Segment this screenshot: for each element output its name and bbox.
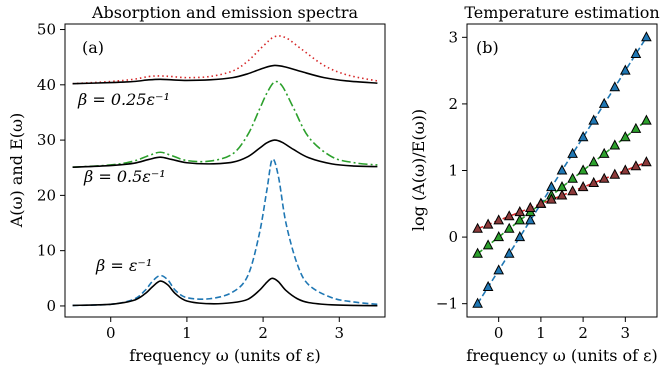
data-marker — [482, 218, 494, 229]
y-tick-label: −1 — [436, 295, 458, 313]
x-tick-label: 3 — [621, 324, 631, 342]
data-marker — [482, 239, 494, 250]
data-marker — [598, 147, 610, 158]
emission-curve — [72, 158, 378, 307]
panel-a-title: Absorption and emission spectra — [91, 3, 359, 22]
data-marker — [588, 176, 600, 187]
panel-b-xlabel: frequency ω (units of ε) — [466, 346, 657, 365]
x-tick-label: 1 — [536, 324, 546, 342]
data-marker — [493, 214, 505, 225]
panel-b-y-ticks: −1 0 1 2 3 — [436, 28, 467, 313]
data-marker — [630, 160, 642, 171]
data-marker — [472, 247, 483, 258]
data-marker — [567, 185, 578, 196]
x-tick-label: 3 — [335, 324, 345, 342]
annotation-beta-025: β = 0.25ε⁻¹ — [77, 90, 170, 109]
data-marker — [609, 168, 621, 179]
panel-b: Temperature estimation (b) 0 1 2 3 −1 0 1 2 3 f… — [409, 3, 660, 365]
data-marker — [514, 214, 526, 225]
data-marker — [524, 201, 536, 212]
panel-a-xlabel: frequency ω (units of ε) — [129, 346, 320, 365]
y-tick-label: 40 — [37, 76, 56, 94]
emission-curve — [72, 35, 378, 85]
data-marker — [514, 231, 526, 242]
data-marker — [619, 131, 631, 142]
data-marker — [493, 264, 505, 275]
panel-b-x-ticks: 0 1 2 3 — [494, 317, 630, 342]
data-marker — [503, 210, 515, 221]
data-marker — [503, 222, 515, 233]
data-marker — [641, 114, 652, 125]
data-marker — [503, 247, 515, 258]
data-marker — [641, 156, 652, 167]
data-marker — [556, 189, 568, 200]
data-marker — [567, 172, 578, 183]
data-marker — [588, 156, 600, 167]
panel-a-frame — [64, 23, 386, 318]
x-tick-label: 1 — [182, 324, 192, 342]
data-marker — [598, 97, 610, 108]
data-marker — [577, 181, 589, 192]
data-marker — [514, 206, 526, 217]
panel-a-x-ticks: 0 1 2 3 — [106, 317, 344, 342]
y-tick-label: 20 — [37, 186, 56, 204]
absorption-curve — [72, 139, 378, 168]
y-tick-label: 50 — [37, 21, 56, 39]
data-marker — [535, 197, 547, 208]
x-tick-label: 0 — [106, 324, 116, 342]
data-marker — [577, 164, 589, 175]
panel-b-title: Temperature estimation — [464, 3, 659, 22]
data-marker — [472, 222, 483, 233]
y-tick-label: 2 — [448, 95, 458, 113]
x-tick-label: 2 — [258, 324, 268, 342]
panel-a: Absorption and emission spectra (a) 0 1 2 3… — [7, 3, 386, 365]
annotation-beta-05: β = 0.5ε⁻¹ — [83, 167, 166, 186]
data-marker — [619, 164, 631, 175]
data-marker — [588, 114, 600, 125]
panel-b-markers — [472, 31, 652, 308]
data-marker — [630, 122, 642, 133]
data-marker — [482, 280, 494, 291]
data-marker — [577, 131, 589, 142]
y-tick-label: 1 — [448, 162, 458, 180]
panel-a-tag: (a) — [82, 38, 104, 57]
absorption-curve — [72, 277, 378, 307]
y-tick-label: 0 — [46, 297, 56, 315]
data-marker — [641, 31, 652, 42]
panel-b-ylabel: log (A(ω)/E(ω)) — [409, 109, 428, 231]
data-marker — [556, 181, 568, 192]
x-tick-label: 0 — [494, 324, 504, 342]
emission-curve — [72, 80, 378, 168]
panel-a-y-ticks: 0 10 20 30 40 50 — [37, 21, 65, 315]
x-tick-label: 2 — [578, 324, 588, 342]
data-marker — [609, 81, 621, 92]
data-marker — [619, 64, 631, 75]
data-marker — [609, 139, 621, 150]
panel-a-curves — [72, 35, 378, 307]
panel-a-ylabel: A(ω) and E(ω) — [7, 113, 26, 229]
data-marker — [524, 214, 536, 225]
data-marker — [556, 164, 568, 175]
absorption-curve — [72, 64, 378, 85]
data-marker — [472, 297, 483, 308]
panel-b-tag: (b) — [476, 38, 499, 57]
data-marker — [630, 47, 642, 58]
data-marker — [546, 181, 557, 192]
y-tick-label: 10 — [37, 242, 56, 260]
data-marker — [493, 231, 505, 242]
data-marker — [598, 172, 610, 183]
data-marker — [567, 147, 578, 158]
y-tick-label: 0 — [448, 228, 458, 246]
data-marker — [546, 193, 557, 204]
y-tick-label: 30 — [37, 131, 56, 149]
annotation-beta-1: β = ε⁻¹ — [95, 256, 152, 275]
y-tick-label: 3 — [448, 28, 458, 46]
